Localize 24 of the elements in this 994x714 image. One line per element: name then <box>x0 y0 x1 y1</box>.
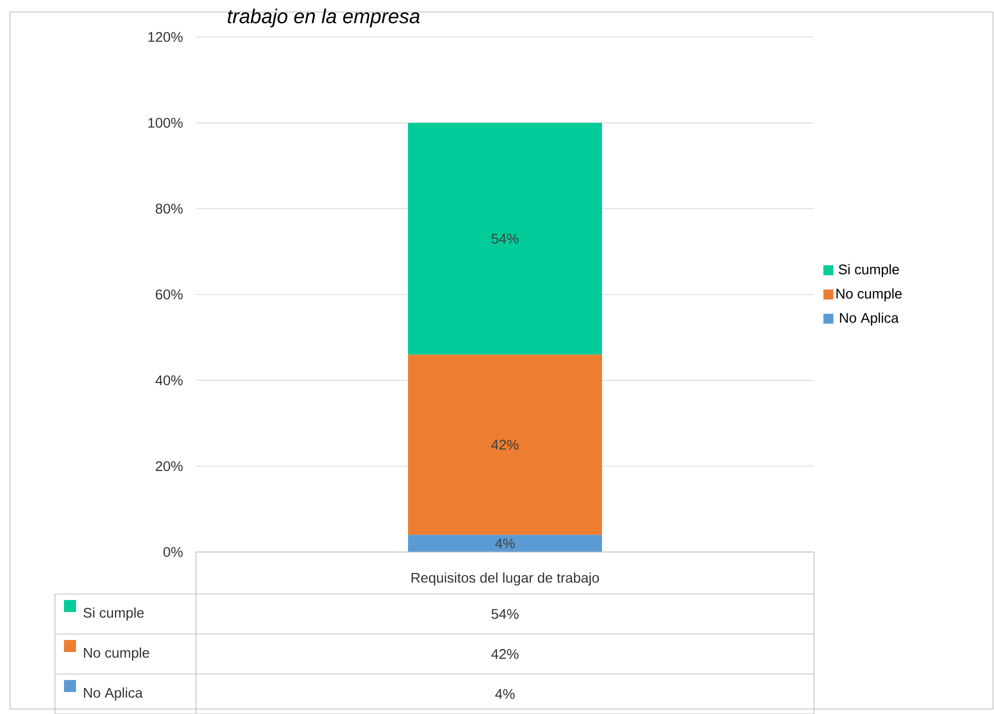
x-tick-label: Requisitos del lugar de trabajo <box>412 572 599 586</box>
y-tick-label: 40% <box>155 375 183 386</box>
y-tick-label: 80% <box>156 204 183 214</box>
text: 42% <box>491 648 519 659</box>
y-tick-label: 60% <box>156 289 183 300</box>
text: No cumple <box>84 647 150 660</box>
bar <box>408 354 602 535</box>
y-tick-label: 20% <box>156 461 183 471</box>
text: 54% <box>492 608 519 619</box>
data-label: 54% <box>492 234 519 244</box>
bar <box>408 122 602 354</box>
chart-title: trabajo en la empresa <box>228 8 420 28</box>
y-tick-label: 0% <box>163 546 183 557</box>
legend-label: Si cumple <box>838 264 899 277</box>
data-label: 42% <box>491 440 519 450</box>
text: Si cumple <box>84 607 144 620</box>
text: No Aplica <box>840 312 899 326</box>
data-label: 4% <box>495 538 515 548</box>
legend-label: No cumple <box>836 288 902 302</box>
bar <box>408 534 602 552</box>
y-tick-label: 100% <box>148 118 183 128</box>
text: 4% <box>495 688 515 699</box>
y-tick-label: 120% <box>148 32 183 42</box>
legend-label: No Aplica <box>84 687 143 700</box>
